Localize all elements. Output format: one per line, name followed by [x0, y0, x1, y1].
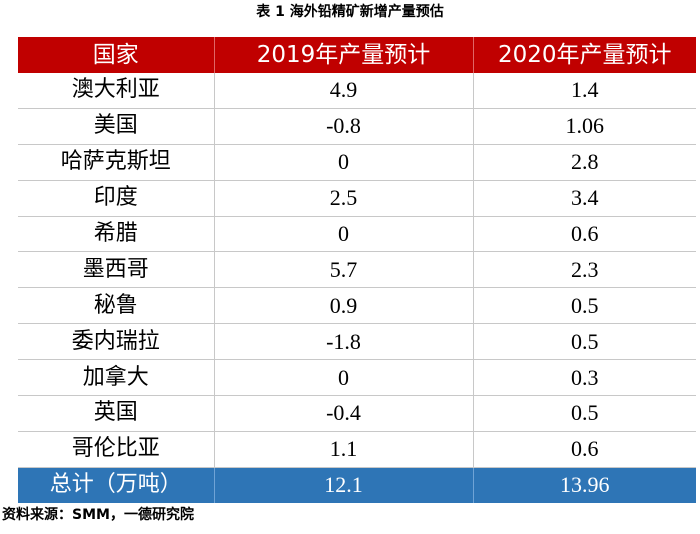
cell-country: 希腊 — [18, 216, 214, 253]
header-country: 国家 — [18, 37, 214, 73]
cell-2019: -0.4 — [213, 395, 473, 432]
cell-country: 秘鲁 — [18, 287, 214, 325]
cell-2019: 5.7 — [213, 251, 473, 289]
cell-2020: 3.4 — [472, 180, 696, 217]
table-row: 加拿大 0 0.3 — [18, 359, 696, 397]
cell-2019: -1.8 — [213, 323, 473, 361]
total-2020: 13.96 — [472, 467, 696, 503]
cell-2020: 0.5 — [472, 287, 696, 325]
total-2019: 12.1 — [213, 467, 473, 503]
table-row: 哈萨克斯坦 0 2.8 — [18, 144, 696, 181]
cell-2019: 0 — [213, 359, 473, 397]
table-row: 委内瑞拉 -1.8 0.5 — [18, 323, 696, 361]
header-2020-forecast: 2020年产量预计 — [472, 37, 696, 73]
cell-country: 美国 — [18, 108, 214, 145]
source-note: 资料来源：SMM，一德研究院 — [2, 507, 194, 523]
cell-2020: 0.6 — [472, 216, 696, 253]
table-total-row: 总计（万吨） 12.1 13.96 — [18, 467, 696, 503]
cell-country: 墨西哥 — [18, 251, 214, 289]
cell-2020: 2.8 — [472, 144, 696, 181]
cell-2020: 0.5 — [472, 395, 696, 432]
table-row: 印度 2.5 3.4 — [18, 180, 696, 217]
table-row: 澳大利亚 4.9 1.4 — [18, 73, 696, 109]
cell-2020: 1.06 — [472, 108, 696, 145]
cell-country: 英国 — [18, 395, 214, 432]
cell-2019: 4.9 — [213, 73, 473, 109]
cell-country: 印度 — [18, 180, 214, 217]
cell-2019: -0.8 — [213, 108, 473, 145]
cell-country: 哈萨克斯坦 — [18, 144, 214, 181]
cell-2020: 2.3 — [472, 251, 696, 289]
cell-2020: 0.5 — [472, 323, 696, 361]
cell-country: 澳大利亚 — [18, 73, 214, 109]
table-caption: 表 1 海外铅精矿新增产量预估 — [256, 4, 444, 20]
table-row: 美国 -0.8 1.06 — [18, 108, 696, 145]
cell-country: 委内瑞拉 — [18, 323, 214, 361]
table-row: 英国 -0.4 0.5 — [18, 395, 696, 432]
cell-country: 哥伦比亚 — [18, 431, 214, 468]
cell-2019: 0.9 — [213, 287, 473, 325]
cell-2019: 1.1 — [213, 431, 473, 468]
table-row: 秘鲁 0.9 0.5 — [18, 287, 696, 325]
cell-2019: 0 — [213, 144, 473, 181]
cell-2019: 0 — [213, 216, 473, 253]
table-row: 希腊 0 0.6 — [18, 216, 696, 253]
cell-2020: 0.3 — [472, 359, 696, 397]
cell-2019: 2.5 — [213, 180, 473, 217]
table-row: 墨西哥 5.7 2.3 — [18, 251, 696, 289]
cell-2020: 0.6 — [472, 431, 696, 468]
cell-2020: 1.4 — [472, 73, 696, 109]
header-2019-forecast: 2019年产量预计 — [213, 37, 473, 73]
cell-country: 加拿大 — [18, 359, 214, 397]
table-header-row: 国家 2019年产量预计 2020年产量预计 — [18, 37, 696, 73]
lead-concentrate-forecast-table: 国家 2019年产量预计 2020年产量预计 澳大利亚 4.9 1.4 美国 -… — [18, 37, 696, 503]
total-label: 总计（万吨） — [18, 467, 214, 503]
table-row: 哥伦比亚 1.1 0.6 — [18, 431, 696, 468]
